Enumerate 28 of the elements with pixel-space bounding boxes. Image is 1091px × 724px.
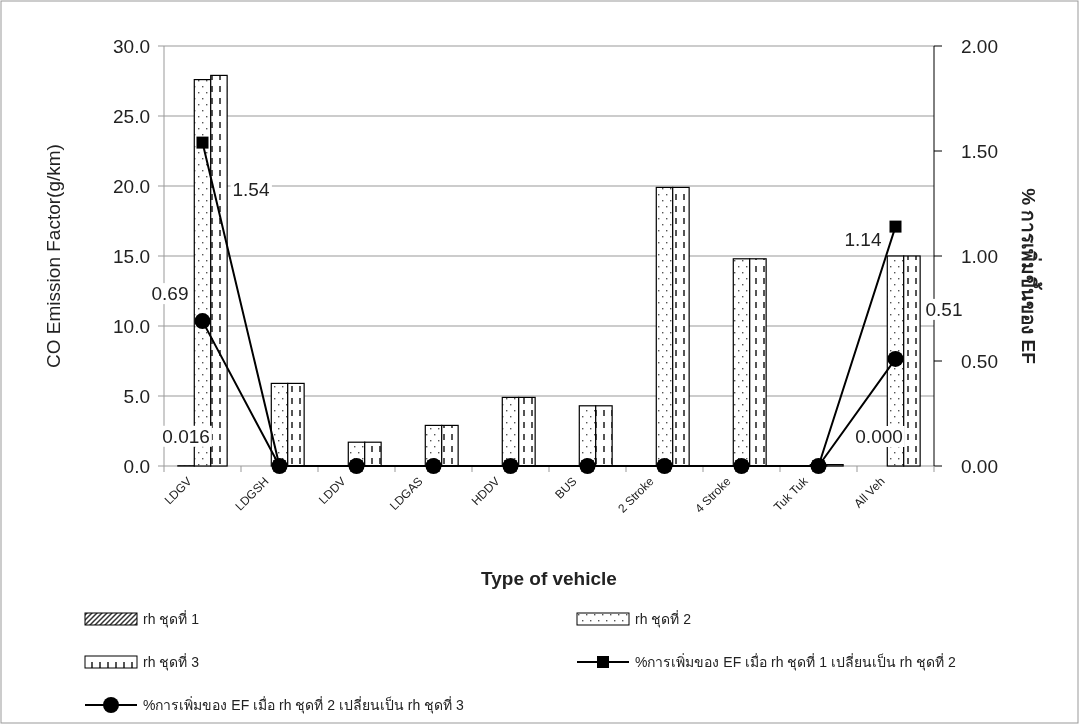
y-tick-label: 30.0	[113, 36, 150, 57]
y-tick-label: 5.0	[123, 386, 150, 407]
legend-label: rh ชุดที่ 2	[635, 610, 692, 628]
legend-label: rh ชุดที่ 3	[143, 653, 200, 671]
data-label: 0.69	[151, 283, 189, 305]
y2-tick-label: 0.50	[961, 351, 998, 372]
data-label: 0.016	[162, 425, 210, 447]
y2-tick-label: 1.50	[961, 141, 998, 162]
legend-label: %การเพิ่มของ EF เมื่อ rh ชุดที่ 1 เปลี่ยนเป็น rh ชุดที่ 2	[635, 653, 957, 671]
data-label: 1.54	[232, 178, 270, 200]
x-axis-title: Type of vehicle	[481, 568, 617, 589]
y2-axis-title: % การเพิ่มขึ้นของ EF	[1018, 188, 1043, 364]
y-tick-label: 20.0	[113, 176, 150, 197]
y-tick-label: 0.0	[123, 456, 150, 477]
x-tick-label: All Veh	[851, 474, 888, 511]
y2-tick-label: 0.00	[961, 456, 998, 477]
y2-tick-label: 1.00	[961, 246, 998, 267]
y-tick-label: 25.0	[113, 106, 150, 127]
data-label: 0.51	[925, 298, 963, 320]
y-tick-label: 10.0	[113, 316, 150, 337]
y-axis-title: CO Emission Factor(g/km)	[43, 144, 64, 368]
data-label: 1.14	[844, 228, 882, 250]
y-tick-label: 15.0	[113, 246, 150, 267]
x-tick-label: Tuk Tuk	[770, 473, 812, 514]
legend-label: rh ชุดที่ 1	[143, 610, 200, 628]
legend-label: %การเพิ่มของ EF เมื่อ rh ชุดที่ 2 เปลี่ยนเป็น rh ชุดที่ 3	[143, 696, 465, 714]
y2-tick-label: 2.00	[961, 36, 998, 57]
data-label: 0.000	[855, 426, 903, 447]
